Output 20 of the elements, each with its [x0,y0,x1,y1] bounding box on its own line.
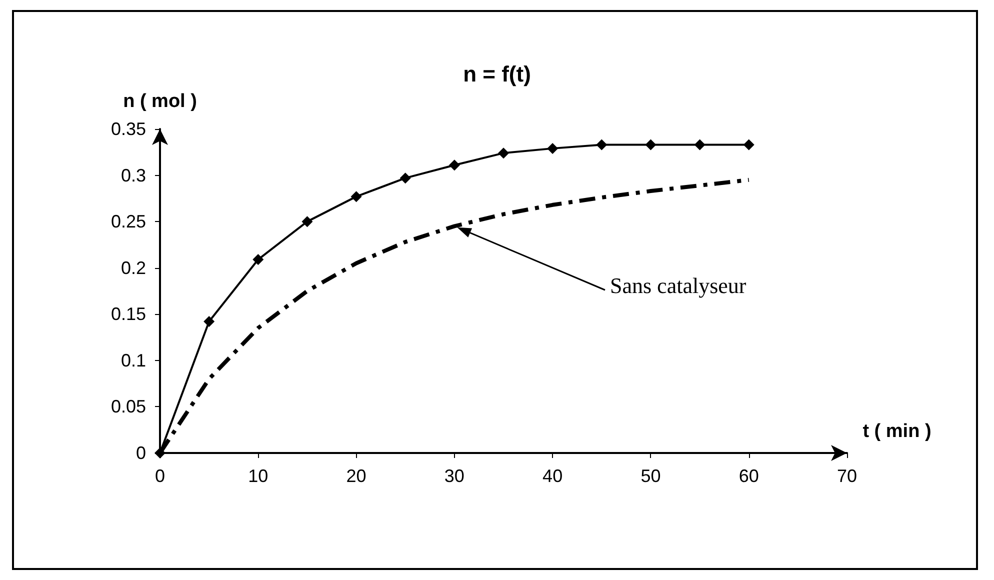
chart-title: n = f(t) [463,62,531,86]
y-tick-label: 0.35 [110,119,146,139]
x-tick-label: 60 [738,466,759,486]
x-tick-label: 70 [836,466,858,486]
x-tick-label: 10 [248,466,268,486]
y-tick-label: 0 [136,443,146,463]
annotation: Sans catalyseur [610,273,746,299]
y-tick-label: 0.1 [120,350,146,370]
y-tick-label: 0.05 [110,396,146,417]
x-axis-title: t ( min ) [862,421,932,442]
x-tick-label: 40 [542,466,563,486]
x-tick-label: 50 [640,466,661,486]
x-tick-label: 30 [444,466,464,486]
y-tick-label: 0.25 [110,212,146,232]
y-tick-label: 0.15 [110,304,146,324]
y-tick-label: 0.2 [120,258,146,278]
x-tick-label: 0 [154,466,166,486]
y-tick-label: 0.3 [120,165,146,186]
y-axis-title: n ( mol ) [123,91,197,112]
x-tick-label: 20 [346,466,366,486]
